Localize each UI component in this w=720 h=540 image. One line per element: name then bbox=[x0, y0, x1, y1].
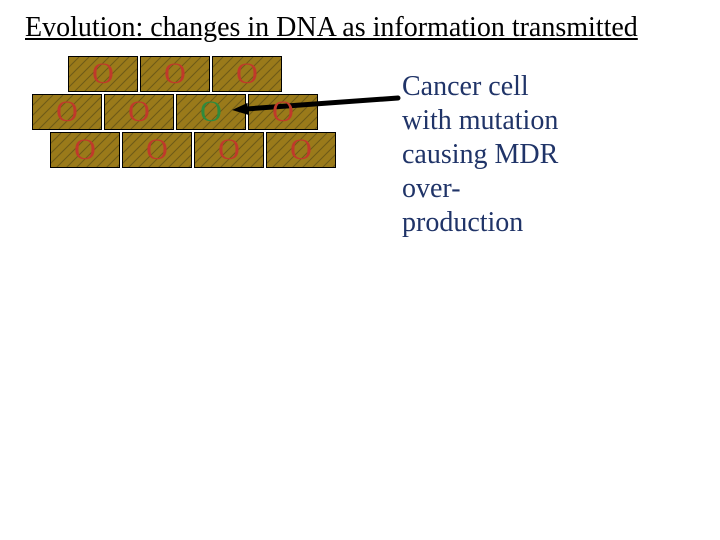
cell-nucleus-glyph: O bbox=[218, 135, 240, 165]
cell: O bbox=[248, 94, 318, 130]
cell-nucleus-glyph: O bbox=[128, 97, 150, 127]
cell-nucleus-glyph: O bbox=[200, 97, 222, 127]
cell-nucleus-glyph: O bbox=[236, 59, 258, 89]
cell-nucleus-glyph: O bbox=[56, 97, 78, 127]
cell-nucleus-glyph: O bbox=[164, 59, 186, 89]
cell-nucleus-glyph: O bbox=[74, 135, 96, 165]
cell-nucleus-glyph: O bbox=[92, 59, 114, 89]
cell: O bbox=[50, 132, 120, 168]
annotation-line: with mutation bbox=[402, 104, 558, 138]
cell: O bbox=[140, 56, 210, 92]
cell: O bbox=[194, 132, 264, 168]
annotation-line: over- bbox=[402, 172, 558, 206]
cell: O bbox=[176, 94, 246, 130]
annotation-line: production bbox=[402, 206, 558, 240]
page-title: Evolution: changes in DNA as information… bbox=[25, 12, 638, 44]
cell-nucleus-glyph: O bbox=[290, 135, 312, 165]
cell: O bbox=[68, 56, 138, 92]
cell-nucleus-glyph: O bbox=[272, 97, 294, 127]
cell: O bbox=[104, 94, 174, 130]
annotation-text: Cancer cellwith mutationcausing MDRover-… bbox=[402, 70, 558, 240]
annotation-line: causing MDR bbox=[402, 138, 558, 172]
cell-nucleus-glyph: O bbox=[146, 135, 168, 165]
cell: O bbox=[212, 56, 282, 92]
annotation-line: Cancer cell bbox=[402, 70, 558, 104]
cell: O bbox=[32, 94, 102, 130]
cell: O bbox=[266, 132, 336, 168]
cell: O bbox=[122, 132, 192, 168]
